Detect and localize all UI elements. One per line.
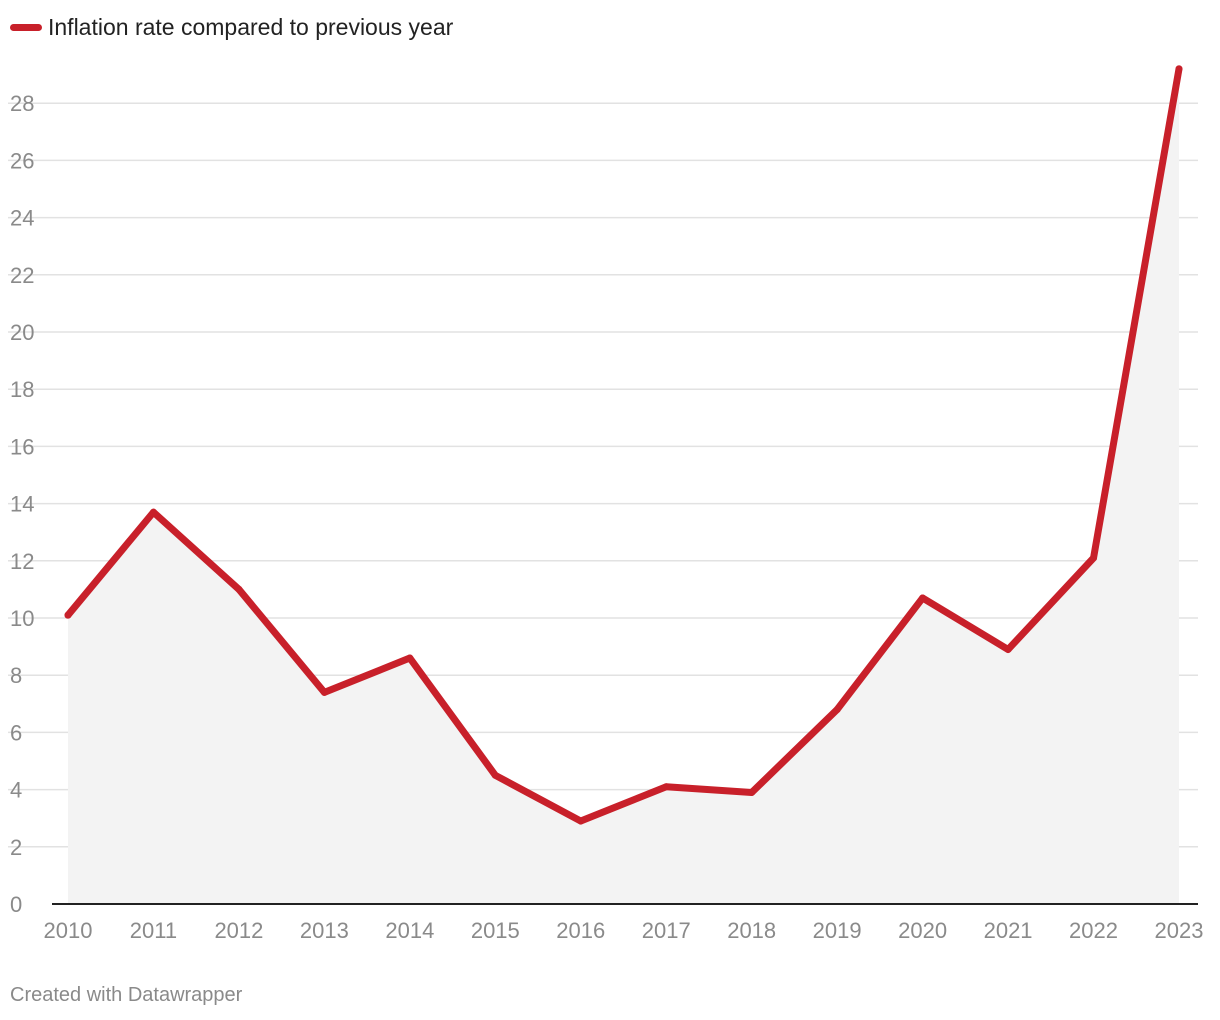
data-point — [833, 706, 841, 714]
x-tick-label: 2017 — [642, 918, 691, 943]
legend: Inflation rate compared to previous year — [10, 14, 453, 41]
x-tick-label: 2014 — [385, 918, 434, 943]
y-tick-label: 2 — [10, 835, 22, 860]
series-line — [64, 65, 1183, 825]
y-tick-label: 6 — [10, 720, 22, 745]
x-tick-label: 2023 — [1155, 918, 1204, 943]
x-tick-label: 2010 — [44, 918, 93, 943]
data-point — [1004, 645, 1012, 653]
data-point — [320, 688, 328, 696]
x-tick-label: 2022 — [1069, 918, 1118, 943]
x-tick-labels: 2010 2011 2012 2013 2014 2015 2016 2017 2018 2019… — [44, 918, 1204, 943]
data-point — [662, 783, 670, 791]
data-point — [1175, 65, 1183, 73]
x-tick-label: 2013 — [300, 918, 349, 943]
y-tick-label: 26 — [10, 148, 34, 173]
y-tick-label: 20 — [10, 320, 34, 345]
data-point — [149, 508, 157, 516]
y-tick-label: 4 — [10, 778, 22, 803]
data-point — [748, 788, 756, 796]
area-fill — [68, 68, 1179, 904]
data-point — [1090, 554, 1098, 562]
footer-credit: Created with Datawrapper — [10, 984, 243, 1006]
x-tick-label: 2020 — [898, 918, 947, 943]
series-line-layer — [64, 65, 1183, 825]
y-tick-label: 18 — [10, 377, 34, 402]
y-tick-label: 12 — [10, 549, 34, 574]
data-point — [406, 654, 414, 662]
legend-label: Inflation rate compared to previous year — [48, 14, 454, 40]
y-tick-label: 8 — [10, 663, 22, 688]
y-tick-label: 16 — [10, 434, 34, 459]
x-tick-label: 2011 — [130, 918, 177, 943]
y-tick-label: 22 — [10, 263, 34, 288]
data-point — [919, 594, 927, 602]
y-tick-label: 0 — [10, 892, 22, 917]
x-tick-label: 2015 — [471, 918, 520, 943]
x-tick-label: 2016 — [556, 918, 605, 943]
data-point — [491, 771, 499, 779]
x-tick-label: 2012 — [214, 918, 263, 943]
y-tick-label: 14 — [10, 492, 34, 517]
x-tick-label: 2021 — [984, 918, 1033, 943]
data-point — [64, 611, 72, 619]
y-tick-label: 24 — [10, 206, 34, 231]
data-point — [235, 585, 243, 593]
y-tick-label: 10 — [10, 606, 34, 631]
y-tick-label: 28 — [10, 91, 34, 116]
area-fill-layer — [68, 68, 1179, 904]
data-point — [577, 817, 585, 825]
x-tick-label: 2019 — [813, 918, 862, 943]
legend-swatch — [10, 24, 42, 31]
x-tick-label: 2018 — [727, 918, 776, 943]
